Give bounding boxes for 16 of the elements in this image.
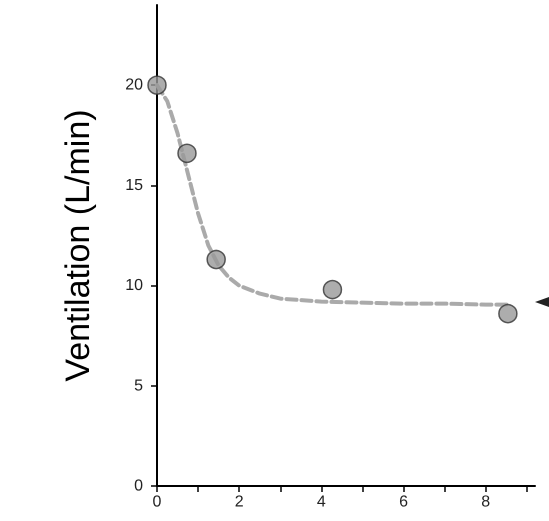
y-tick-label: 10 bbox=[125, 277, 144, 294]
x-tick-label: 8 bbox=[481, 494, 490, 510]
y-tick-label: 20 bbox=[125, 76, 144, 94]
y-tick-label: 15 bbox=[125, 176, 144, 194]
point bbox=[147, 75, 167, 95]
point bbox=[322, 280, 342, 300]
x-tick-label: 4 bbox=[316, 494, 326, 510]
y-tick-label: 5 bbox=[134, 377, 144, 394]
y-axis-title: Ventilation (L/min) bbox=[59, 109, 97, 382]
point bbox=[177, 144, 197, 164]
x-tick-label: 6 bbox=[399, 494, 408, 510]
y-tick-label: 0 bbox=[134, 478, 144, 494]
point bbox=[498, 304, 518, 324]
x-tick-label: 2 bbox=[234, 494, 244, 510]
x-tick-label: 0 bbox=[152, 494, 162, 510]
point bbox=[206, 250, 226, 270]
